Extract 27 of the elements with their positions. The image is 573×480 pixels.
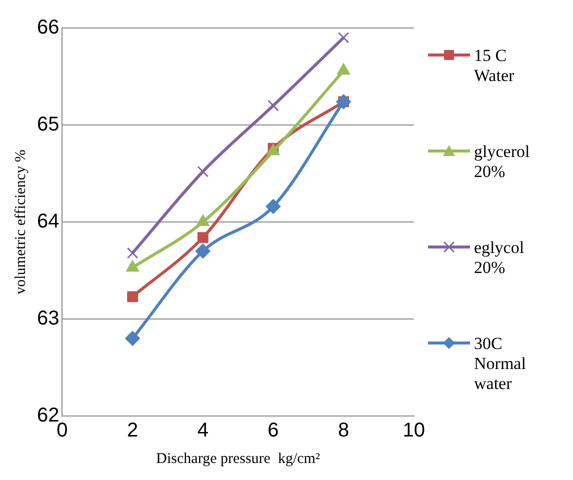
x-tick-label: 0: [56, 420, 68, 442]
x-axis-title: Discharge pressure kg/cm²: [156, 450, 320, 467]
x-tick-label: 6: [268, 420, 279, 442]
x-tick-label: 8: [338, 420, 350, 442]
y-tick-label: 65: [36, 114, 60, 136]
point: [197, 166, 209, 178]
legend-label: 30C Normal water: [474, 334, 527, 394]
point: [127, 291, 138, 302]
point: [126, 260, 140, 272]
legend-label: eglycol 20%: [474, 238, 526, 278]
point: [336, 94, 352, 110]
y-tick-label: 64: [36, 210, 60, 233]
x-tick-label: 10: [402, 420, 425, 442]
y-tick-label: 66: [36, 16, 60, 39]
y-axis-title: volumetric efficiency %: [12, 150, 29, 294]
legend-label: 15 C Water: [474, 46, 516, 86]
x-tick-label: 2: [127, 420, 138, 442]
point: [195, 244, 210, 259]
point: [268, 100, 279, 112]
point: [126, 247, 138, 259]
legend-label: glycerol 20%: [474, 142, 531, 182]
point: [266, 198, 281, 214]
point: [125, 330, 140, 346]
y-tick-label: 63: [36, 308, 60, 330]
x-tick-label: 4: [197, 420, 208, 442]
point: [338, 32, 350, 44]
point: [197, 232, 208, 243]
